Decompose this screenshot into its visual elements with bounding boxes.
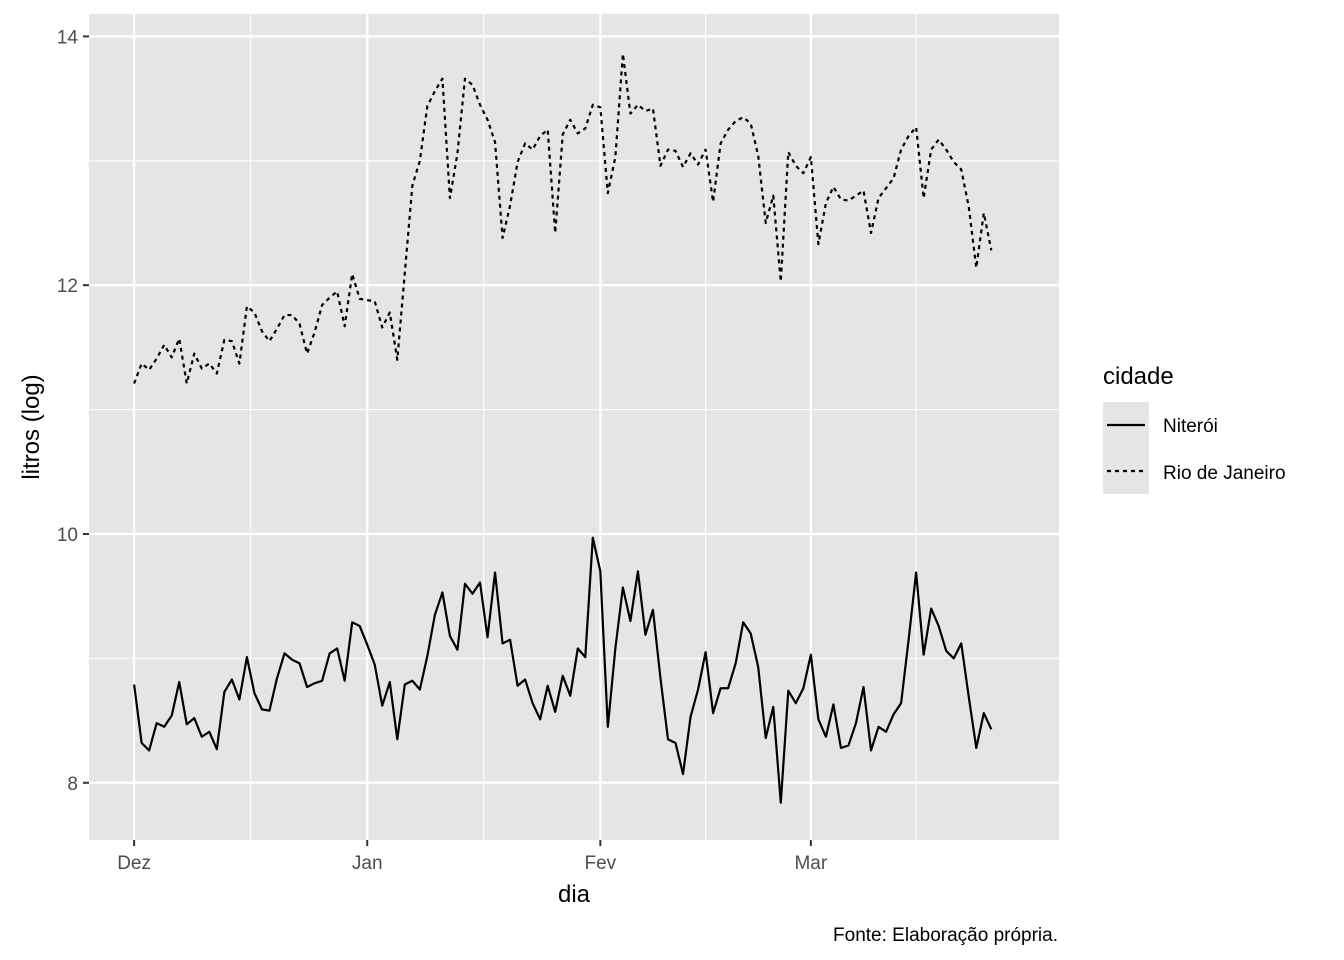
x-tick-label: Dez xyxy=(117,853,151,874)
y-tick-label: 12 xyxy=(57,276,78,297)
y-tick-label: 14 xyxy=(57,27,79,48)
legend-label-rio: Rio de Janeiro xyxy=(1163,463,1286,484)
y-axis-title: litros (log) xyxy=(18,374,45,479)
y-tick-label: 8 xyxy=(67,774,78,795)
legend-label-niteroi: Niterói xyxy=(1163,416,1218,437)
x-axis-title: dia xyxy=(558,881,591,908)
y-tick-label: 10 xyxy=(57,525,78,546)
grid-major xyxy=(89,14,1059,840)
x-axis: Dez Jan Fev Mar xyxy=(117,840,828,874)
legend: cidade Niterói Rio de Janeiro xyxy=(1103,363,1286,494)
legend-title: cidade xyxy=(1103,363,1174,390)
series-layer xyxy=(133,52,993,804)
x-tick-label: Fev xyxy=(584,853,616,874)
caption: Fonte: Elaboração própria. xyxy=(833,925,1058,946)
x-tick-label: Mar xyxy=(794,853,827,874)
grid-minor xyxy=(89,14,1059,840)
y-axis: 8 10 12 14 xyxy=(57,27,89,795)
series-line-rio-de-janeiro xyxy=(133,52,993,385)
plot-panel xyxy=(89,14,1059,840)
x-tick-label: Jan xyxy=(352,853,383,874)
series-line-niteroi xyxy=(133,536,993,804)
